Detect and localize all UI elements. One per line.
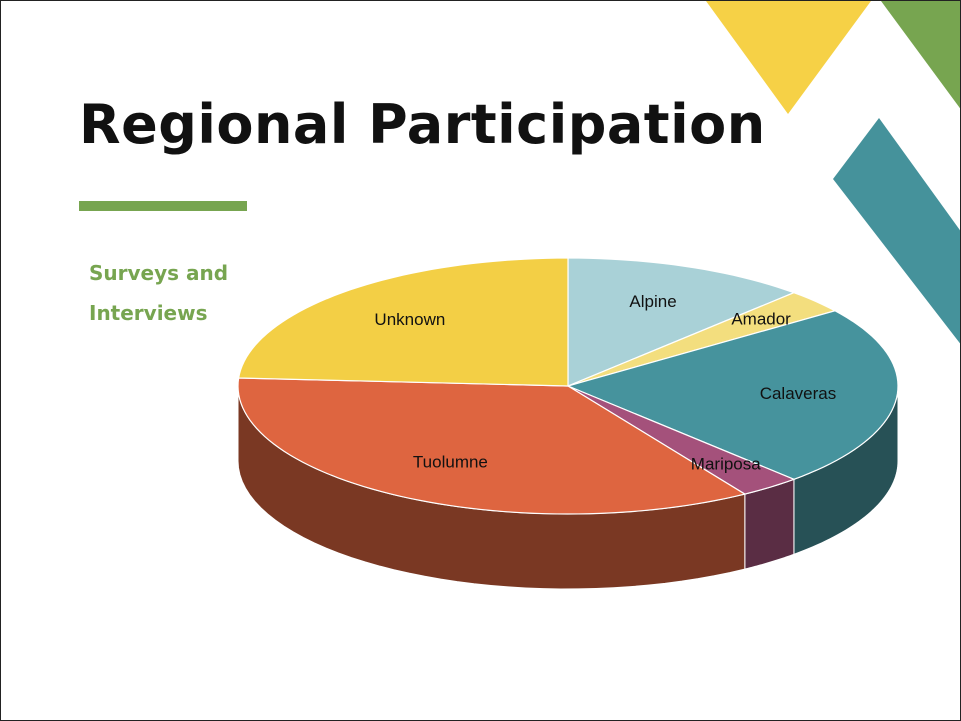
slice-label: Amador: [731, 309, 791, 328]
slice-label: Tuolumne: [413, 453, 488, 472]
slide: Regional Participation Surveys and Inter…: [0, 0, 961, 721]
slice-label: Calaveras: [760, 384, 837, 403]
chart: Alpine Amador Calaveras Mariposa Tuolumne Unk…: [1, 1, 960, 720]
slice-label: Unknown: [374, 310, 445, 329]
slice-label: Alpine: [629, 292, 676, 311]
slice-label: Mariposa: [691, 454, 761, 473]
